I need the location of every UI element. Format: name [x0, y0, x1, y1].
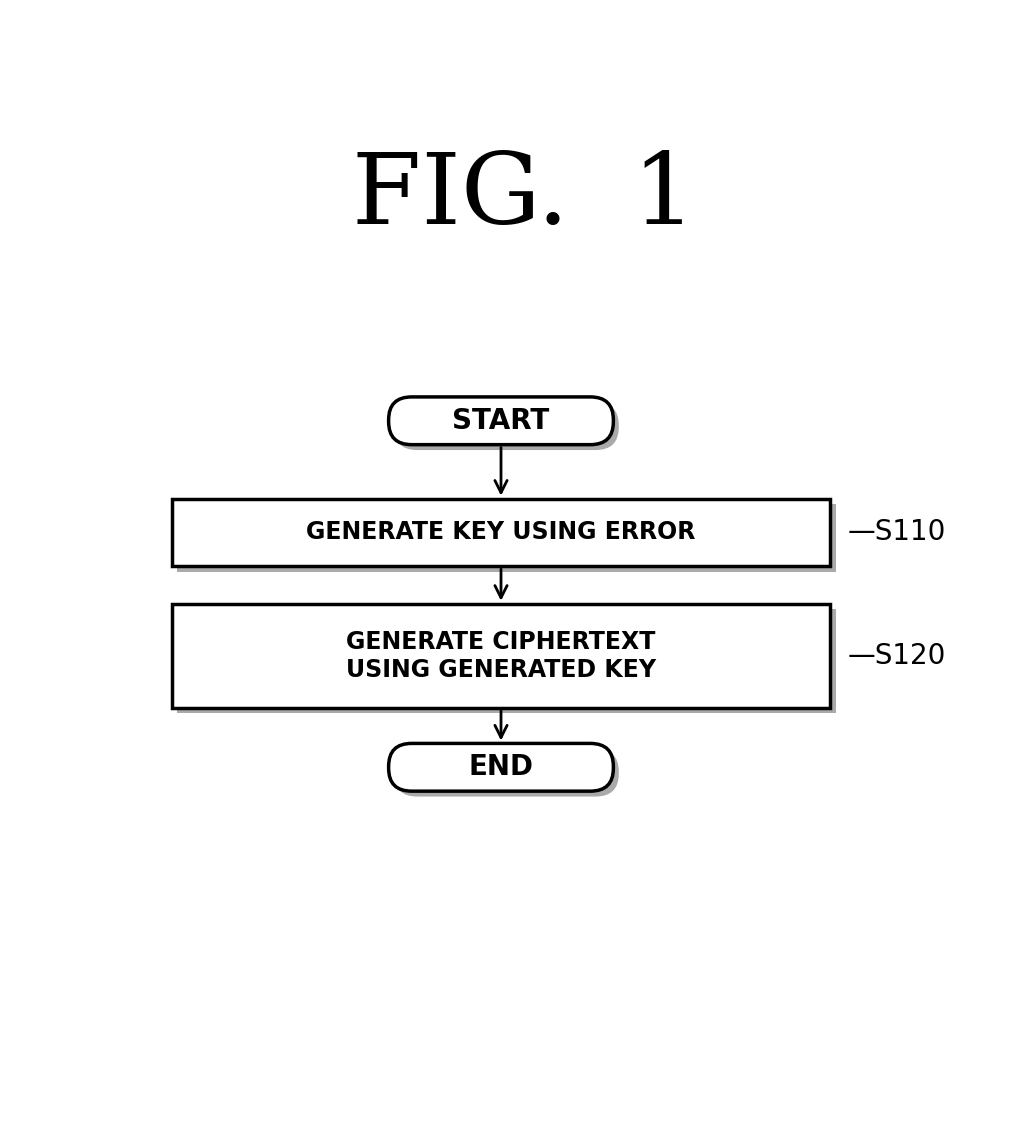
Text: —S120: —S120: [847, 642, 945, 670]
FancyBboxPatch shape: [389, 743, 613, 792]
Text: END: END: [469, 753, 534, 781]
Text: START: START: [452, 406, 550, 435]
FancyBboxPatch shape: [394, 402, 619, 450]
Text: GENERATE KEY USING ERROR: GENERATE KEY USING ERROR: [307, 520, 696, 545]
Text: —S110: —S110: [847, 518, 945, 546]
Bar: [178, 504, 836, 572]
Bar: [171, 499, 831, 566]
Text: GENERATE CIPHERTEXT
USING GENERATED KEY: GENERATE CIPHERTEXT USING GENERATED KEY: [346, 629, 656, 681]
FancyBboxPatch shape: [394, 749, 619, 796]
FancyBboxPatch shape: [389, 397, 613, 445]
Text: FIG.  1: FIG. 1: [352, 150, 697, 245]
Bar: [178, 609, 836, 713]
Bar: [171, 604, 831, 707]
